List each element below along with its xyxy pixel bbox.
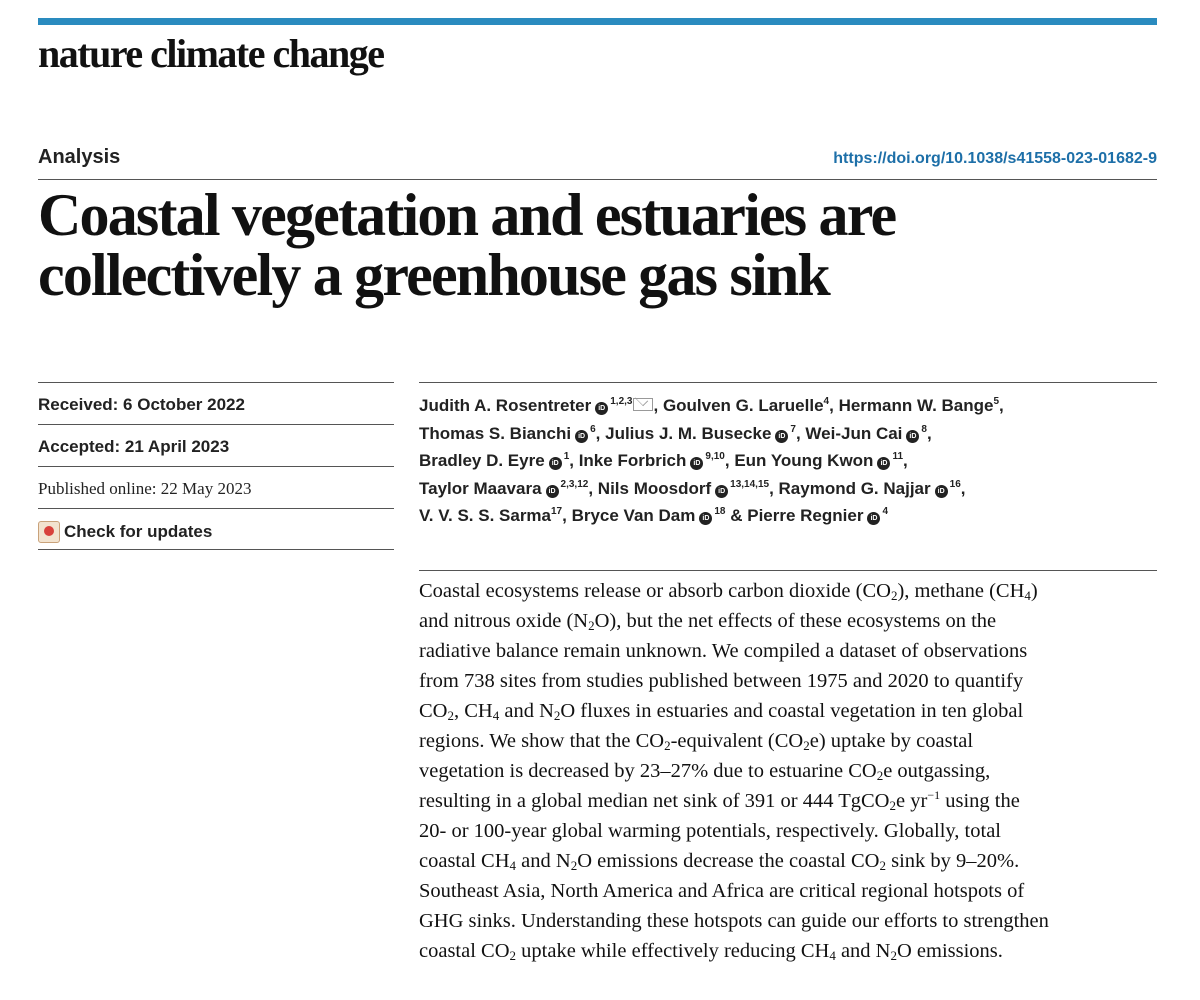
abstract-line: CO2, CH4 and N2O fluxes in estuaries and…	[419, 700, 1024, 723]
abstract-line: radiative balance remain unknown. We com…	[419, 640, 1028, 662]
abstract-line: coastal CO2 uptake while effectively red…	[419, 940, 1003, 963]
abstract-line: resulting in a global median net sink of…	[419, 788, 1020, 813]
affiliation-number: 1,2,3	[610, 396, 633, 407]
affiliation-number: 7	[790, 423, 796, 435]
affiliation-number: 2,3,12	[560, 478, 589, 490]
journal-name: nature climate change	[38, 31, 385, 76]
affiliation-number: 11	[892, 451, 904, 462]
author-name[interactable]: Thomas S. Bianchi	[419, 423, 572, 443]
accepted-date: Accepted: 21 April 2023	[38, 424, 394, 466]
orcid-icon[interactable]: iD	[575, 429, 589, 443]
journal-accent-bar	[38, 18, 1157, 25]
author-name[interactable]: Goulven G. Laruelle	[662, 396, 824, 415]
author-name[interactable]: Bradley D. Eyre	[419, 451, 545, 470]
orcid-icon[interactable]: iD	[934, 484, 948, 498]
article-dates: Received: 6 October 2022 Accepted: 21 Ap…	[38, 382, 394, 550]
article-title: Coastal vegetation and estuaries are col…	[38, 185, 1148, 305]
affiliation-number: 5	[993, 396, 1000, 407]
orcid-icon[interactable]: iD	[545, 484, 559, 498]
affiliation-number: 6	[590, 423, 596, 435]
author-name[interactable]: Nils Moosdorf	[597, 478, 712, 498]
author-line: Taylor Maavara iD2,3,12, Nils Moosdorf iD1…	[419, 478, 966, 498]
affiliation-number: 8	[921, 423, 927, 435]
abstract-line: Coastal ecosystems release or absorb car…	[419, 580, 1038, 603]
check-updates-row: Check for updates	[38, 508, 394, 550]
check-updates-button[interactable]: Check for updates	[38, 521, 212, 543]
affiliation-number: 9,10	[705, 451, 725, 462]
author-name[interactable]: Inke Forbrich	[578, 451, 687, 470]
orcid-icon[interactable]: iD	[775, 429, 789, 443]
author-name[interactable]: Wei-Jun Cai	[805, 423, 903, 443]
author-line: V. V. S. S. Sarma17, Bryce Van Dam iD18 &…	[419, 506, 889, 525]
received-date: Received: 6 October 2022	[38, 382, 394, 424]
orcid-icon[interactable]: iD	[690, 457, 704, 470]
doi-link[interactable]: https://doi.org/10.1038/s41558-023-01682…	[833, 150, 1157, 167]
author-list: Judith A. Rosentreter iD1,2,3, Goulven G.…	[419, 392, 1149, 530]
orcid-icon[interactable]: iD	[867, 512, 881, 525]
abstract-line: and nitrous oxide (N2O), but the net eff…	[419, 610, 997, 633]
orcid-icon[interactable]: iD	[877, 457, 891, 470]
orcid-icon[interactable]: iD	[595, 402, 609, 415]
abstract-line: from 738 sites from studies published be…	[419, 670, 1024, 692]
abstract-line: GHG sinks. Understanding these hotspots …	[419, 910, 1049, 932]
abstract-line: coastal CH4 and N2O emissions decrease t…	[419, 850, 1020, 873]
author-name[interactable]: Eun Young Kwon	[734, 451, 874, 470]
author-name[interactable]: Taylor Maavara	[419, 478, 542, 498]
abstract-line: regions. We show that the CO2-equivalent…	[419, 730, 974, 753]
author-line: Judith A. Rosentreter iD1,2,3, Goulven G.…	[419, 396, 1004, 415]
orcid-icon[interactable]: iD	[715, 484, 729, 498]
affiliation-number: 1	[563, 451, 570, 462]
author-name[interactable]: Judith A. Rosentreter	[419, 396, 592, 415]
authors-divider	[419, 382, 1157, 383]
abstract-line: Southeast Asia, North America and Africa…	[419, 880, 1025, 902]
affiliation-number: 16	[949, 478, 961, 490]
crossmark-icon	[38, 521, 60, 543]
author-name[interactable]: Bryce Van Dam	[571, 506, 696, 525]
author-line: Thomas S. Bianchi iD6, Julius J. M. Busec…	[419, 423, 932, 443]
published-date: Published online: 22 May 2023	[38, 466, 394, 508]
author-name[interactable]: Raymond G. Najjar	[778, 478, 931, 498]
affiliation-number: 4	[823, 396, 830, 407]
title-divider	[38, 179, 1157, 180]
title-line: Coastal vegetation and estuaries are	[38, 182, 897, 248]
abstract: Coastal ecosystems release or absorb car…	[419, 576, 1159, 966]
title-line: collectively a greenhouse gas sink	[38, 242, 831, 308]
author-name[interactable]: Julius J. M. Busecke	[605, 423, 772, 443]
abstract-divider	[419, 570, 1157, 571]
affiliation-number: 13,14,15	[730, 478, 770, 490]
author-name[interactable]: Pierre Regnier	[747, 506, 864, 525]
abstract-line: vegetation is decreased by 23–27% due to…	[419, 760, 991, 783]
article-type: Analysis	[38, 146, 121, 168]
affiliation-number: 17	[551, 506, 563, 517]
affiliation-number: 18	[714, 506, 726, 517]
abstract-line: 20- or 100-year global warming potential…	[419, 820, 1001, 842]
orcid-icon[interactable]: iD	[548, 457, 562, 470]
author-line: Bradley D. Eyre iD1, Inke Forbrich iD9,10,…	[419, 451, 908, 470]
author-name[interactable]: Hermann W. Bange	[838, 396, 994, 415]
affiliation-number: 4	[882, 506, 889, 517]
orcid-icon[interactable]: iD	[699, 512, 713, 525]
check-updates-label: Check for updates	[64, 522, 213, 541]
orcid-icon[interactable]: iD	[906, 429, 920, 443]
author-name[interactable]: V. V. S. S. Sarma	[419, 506, 551, 525]
email-icon[interactable]	[633, 398, 654, 411]
